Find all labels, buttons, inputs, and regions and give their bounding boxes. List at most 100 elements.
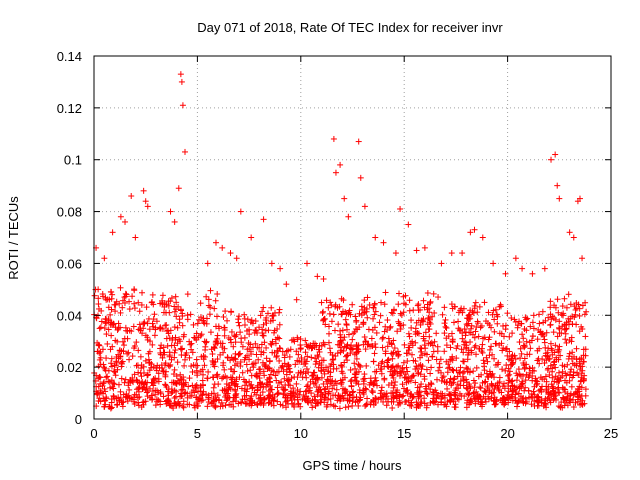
data-point	[138, 380, 145, 387]
data-point	[172, 347, 179, 354]
data-point	[177, 307, 184, 314]
data-point	[194, 320, 201, 327]
data-point	[221, 332, 228, 339]
data-point	[315, 346, 322, 353]
data-point	[331, 327, 338, 334]
data-point	[159, 292, 166, 299]
data-point	[431, 338, 438, 345]
data-point	[171, 394, 178, 401]
data-point	[238, 385, 245, 392]
data-point	[167, 208, 174, 215]
data-point	[304, 260, 311, 267]
data-point	[311, 369, 318, 376]
data-point	[108, 289, 115, 296]
data-point	[424, 301, 431, 308]
data-point	[100, 380, 107, 387]
data-point	[148, 364, 155, 371]
data-point	[207, 287, 214, 294]
data-point	[193, 400, 200, 407]
data-point	[197, 300, 204, 307]
data-point	[293, 380, 300, 387]
data-point	[450, 367, 457, 374]
data-point	[494, 313, 501, 320]
data-point	[500, 394, 507, 401]
data-point	[266, 358, 273, 365]
data-point	[131, 371, 138, 378]
data-point	[314, 375, 321, 382]
data-point	[235, 351, 242, 358]
data-point	[141, 320, 148, 327]
data-point	[569, 374, 576, 381]
data-point	[473, 364, 480, 371]
data-point	[504, 372, 511, 379]
data-point	[241, 311, 248, 318]
data-point	[142, 357, 149, 364]
data-point	[380, 398, 387, 405]
data-point	[151, 332, 158, 339]
data-point	[213, 313, 220, 320]
data-point	[140, 369, 147, 376]
data-point	[171, 218, 178, 225]
data-point	[389, 310, 396, 317]
data-point	[112, 301, 119, 308]
data-point	[433, 330, 440, 337]
data-point	[324, 401, 331, 408]
data-point	[117, 213, 124, 220]
data-point	[363, 386, 370, 393]
data-point	[177, 71, 184, 78]
data-point	[144, 203, 151, 210]
data-point	[583, 308, 590, 315]
data-point	[235, 319, 242, 326]
data-point	[390, 374, 397, 381]
y-tick-label: 0.04	[57, 308, 82, 323]
data-point	[428, 339, 435, 346]
data-point	[470, 377, 477, 384]
data-point	[427, 298, 434, 305]
data-point	[112, 308, 119, 315]
data-point	[430, 290, 437, 297]
data-point	[556, 195, 563, 202]
data-point	[506, 371, 513, 378]
data-point	[353, 318, 360, 325]
data-point	[292, 361, 299, 368]
data-point	[377, 366, 384, 373]
data-point	[566, 229, 573, 236]
data-point	[506, 368, 513, 375]
data-point	[330, 311, 337, 318]
data-point	[554, 182, 561, 189]
data-point	[257, 312, 264, 319]
data-point	[509, 330, 516, 337]
data-point	[173, 313, 180, 320]
data-point	[521, 343, 528, 350]
data-point	[126, 386, 133, 393]
data-point	[318, 396, 325, 403]
data-point	[151, 311, 158, 318]
data-point	[99, 346, 106, 353]
data-point	[424, 290, 431, 297]
data-point	[481, 387, 488, 394]
data-point	[448, 301, 455, 308]
data-point	[211, 305, 218, 312]
data-point	[550, 396, 557, 403]
data-point	[276, 306, 283, 313]
data-point	[214, 373, 221, 380]
data-point	[401, 341, 408, 348]
data-point	[259, 308, 266, 315]
data-point	[405, 330, 412, 337]
data-point	[421, 244, 428, 251]
data-point	[108, 332, 115, 339]
data-point	[399, 381, 406, 388]
data-point	[419, 363, 426, 370]
data-point	[276, 344, 283, 351]
data-point	[132, 234, 139, 241]
data-point	[127, 378, 134, 385]
data-point	[125, 349, 132, 356]
data-point	[134, 362, 141, 369]
data-point	[104, 340, 111, 347]
data-point	[512, 355, 519, 362]
data-point	[182, 389, 189, 396]
data-point	[527, 323, 534, 330]
data-point	[512, 255, 519, 262]
data-point	[459, 250, 466, 257]
